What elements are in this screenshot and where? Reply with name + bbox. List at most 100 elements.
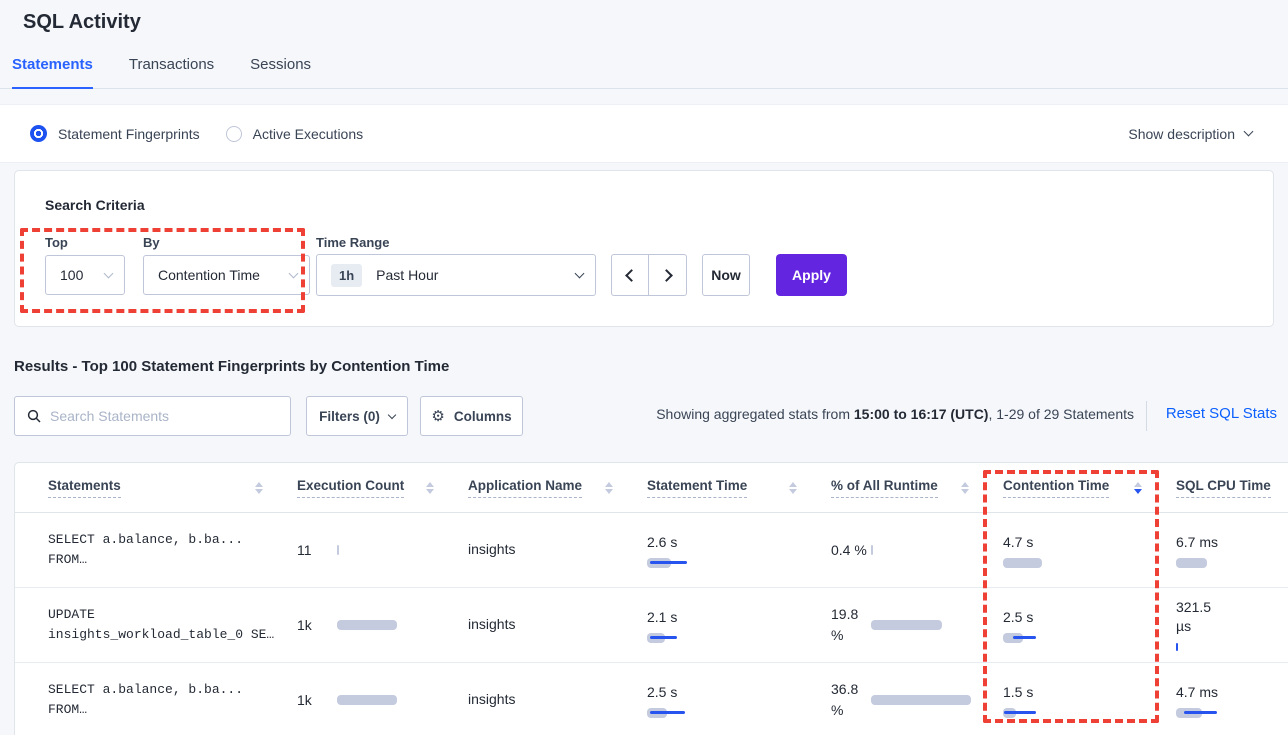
table-header-row: Statements Execution Count Application N… [15, 463, 1288, 513]
sql-cpu-time-value: 6.7 ms [1176, 533, 1219, 550]
statement-time-value: 2.1 s [647, 608, 678, 625]
sort-icon[interactable] [255, 481, 263, 494]
pct-runtime-value: 36.8 % [831, 681, 859, 718]
statement-line2: insights_workload_table_0 SE… [48, 627, 275, 642]
radio-label: Active Executions [252, 125, 364, 142]
by-label: By [143, 235, 160, 250]
header-contention-time[interactable]: Contention Time [989, 478, 1162, 498]
radio-label: Statement Fingerprints [58, 125, 200, 142]
radio-unselected-icon [225, 125, 242, 142]
by-select-value: Contention Time [158, 267, 260, 283]
sort-icon[interactable] [961, 481, 969, 494]
next-interval-button[interactable] [649, 255, 686, 295]
chevron-down-icon [103, 268, 114, 278]
show-description-toggle[interactable]: Show description [1128, 105, 1254, 162]
header-statements[interactable]: Statements [15, 478, 283, 498]
apply-button[interactable]: Apply [776, 254, 847, 296]
execution-count-value: 1k [297, 691, 312, 708]
by-select[interactable]: Contention Time [143, 255, 310, 295]
table-row[interactable]: UPDATE insights_workload_table_0 SE… 1k … [15, 588, 1288, 663]
table-body: SELECT a.balance, b.ba... FROM… 11 insig… [15, 513, 1288, 735]
pct-runtime-cell: 19.8 % [817, 604, 989, 646]
chevron-down-icon [288, 268, 299, 278]
table-row[interactable]: SELECT a.balance, b.ba... FROM… 1k insig… [15, 663, 1288, 735]
statement-time-value: 2.6 s [647, 533, 678, 550]
execution-count-bar [337, 545, 447, 555]
header-execution-count[interactable]: Execution Count [283, 478, 454, 498]
radio-active-executions[interactable]: Active Executions [225, 125, 364, 142]
application-name-value: insights [468, 541, 516, 557]
statement-time-bar [647, 632, 757, 643]
contention-time-value: 2.5 s [1003, 608, 1034, 625]
tab-transactions[interactable]: Transactions [128, 56, 215, 73]
columns-button[interactable]: ⚙ Columns [420, 396, 523, 436]
top-select[interactable]: 100 [45, 255, 125, 295]
sort-icon[interactable] [426, 481, 434, 494]
header-statement-time[interactable]: Statement Time [633, 478, 817, 498]
execution-count-bar [337, 620, 447, 630]
execution-count-value: 11 [297, 541, 312, 558]
header-sql-cpu-time[interactable]: SQL CPU Time [1162, 478, 1288, 498]
sql-cpu-time-cell: 6.7 ms [1162, 533, 1288, 568]
statement-cell[interactable]: UPDATE insights_workload_table_0 SE… [15, 605, 283, 645]
sql-cpu-time-cell: 321.5 µs [1162, 598, 1288, 652]
application-name-cell: insights [454, 616, 633, 634]
sort-icon[interactable] [1134, 481, 1142, 494]
table-row[interactable]: SELECT a.balance, b.ba... FROM… 11 insig… [15, 513, 1288, 588]
show-description-label: Show description [1128, 125, 1235, 142]
search-criteria-title: Search Criteria [45, 197, 145, 213]
sql-cpu-time-bar [1176, 642, 1286, 652]
statement-time-cell: 2.1 s [633, 608, 817, 643]
reset-sql-stats-link[interactable]: Reset SQL Stats [1165, 405, 1277, 422]
contention-time-value: 4.7 s [1003, 533, 1034, 550]
application-name-cell: insights [454, 541, 633, 559]
statement-cell[interactable]: SELECT a.balance, b.ba... FROM… [15, 530, 283, 570]
execution-count-cell: 11 [283, 540, 454, 561]
top-select-value: 100 [60, 267, 84, 283]
page-title: SQL Activity [23, 11, 141, 33]
chevron-down-icon [574, 268, 585, 278]
time-range-select[interactable]: 1h Past Hour [316, 254, 596, 296]
now-button[interactable]: Now [702, 254, 750, 296]
pct-runtime-cell: 0.4 % [817, 540, 989, 561]
chevron-down-icon [387, 410, 397, 419]
previous-interval-button[interactable] [612, 255, 649, 295]
pct-runtime-value: 0.4 % [831, 541, 867, 558]
statement-time-cell: 2.6 s [633, 533, 817, 568]
application-name-cell: insights [454, 691, 633, 709]
statement-line1: SELECT a.balance, b.ba... [48, 532, 244, 547]
header-application-name[interactable]: Application Name [454, 478, 633, 498]
search-criteria-card: Search Criteria Top 100 By Contention Ti… [14, 170, 1274, 327]
search-icon [27, 409, 41, 423]
time-range-label: Time Range [316, 235, 390, 250]
sort-icon[interactable] [789, 481, 797, 494]
statements-table: Statements Execution Count Application N… [14, 462, 1288, 735]
sql-cpu-time-value: 4.7 ms [1176, 683, 1219, 700]
execution-count-value: 1k [297, 616, 312, 633]
filters-button[interactable]: Filters (0) [306, 396, 408, 436]
contention-time-bar [1003, 707, 1113, 718]
tab-statements[interactable]: Statements [12, 56, 93, 89]
statement-line1: UPDATE [48, 607, 95, 622]
contention-time-value: 1.5 s [1003, 683, 1034, 700]
radio-statement-fingerprints[interactable]: Statement Fingerprints [30, 125, 200, 142]
application-name-value: insights [468, 691, 516, 707]
sql-cpu-time-bar [1176, 707, 1286, 718]
statement-cell[interactable]: SELECT a.balance, b.ba... FROM… [15, 680, 283, 720]
pct-runtime-value: 19.8 % [831, 606, 859, 643]
statement-time-bar [647, 707, 757, 718]
gear-icon: ⚙ [431, 406, 445, 425]
header-pct-runtime[interactable]: % of All Runtime [817, 478, 989, 498]
contention-time-bar [1003, 557, 1113, 568]
showing-stats-text: Showing aggregated stats from 15:00 to 1… [656, 406, 1134, 422]
sort-icon[interactable] [605, 481, 613, 494]
pct-runtime-bar [871, 695, 981, 705]
tab-sessions[interactable]: Sessions [250, 56, 312, 73]
search-statements-input[interactable] [50, 408, 278, 424]
time-range-pager [611, 254, 687, 296]
results-toolbar: Filters (0) ⚙ Columns Showing aggregated… [0, 396, 1288, 436]
sql-cpu-time-bar [1176, 557, 1286, 568]
toolbar-divider [1146, 401, 1147, 431]
statement-line2: FROM… [48, 552, 88, 567]
sql-cpu-time-cell: 4.7 ms [1162, 683, 1288, 718]
